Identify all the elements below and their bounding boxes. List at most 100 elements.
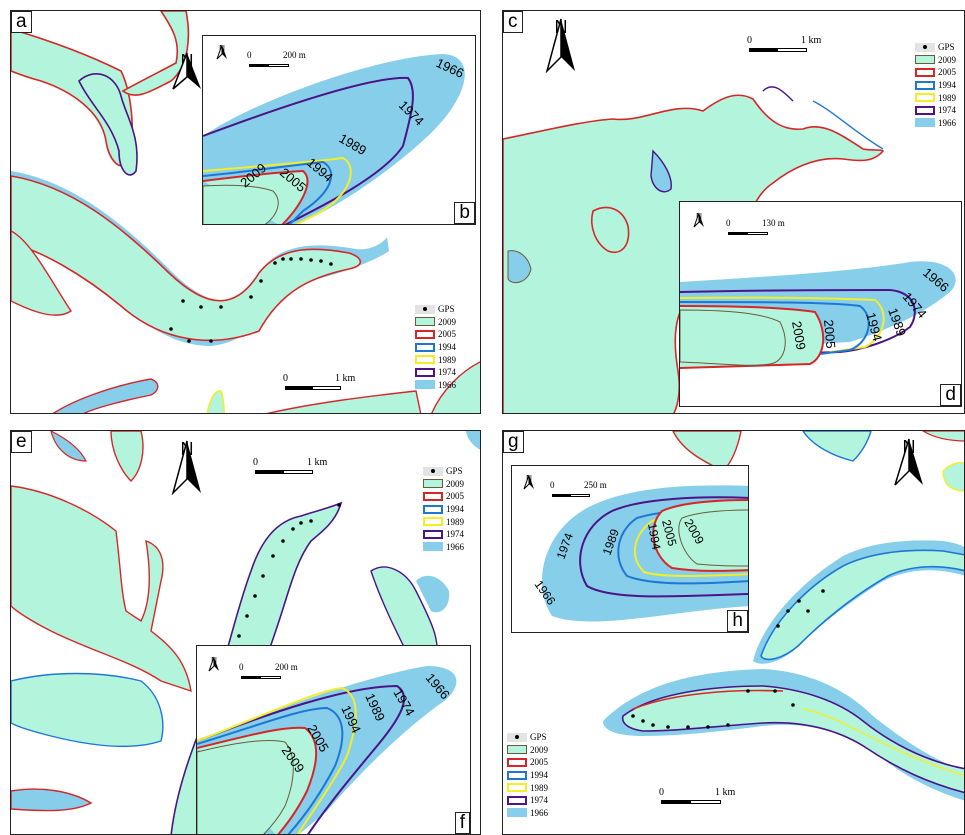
tributary-a3 [121,11,190,96]
scalebar-zero: 0 [659,787,664,798]
h-label-1994: 1994 [645,522,663,551]
north-arrow-icon [171,440,201,495]
swatch-2005 [423,491,443,501]
swatch-1974 [507,795,527,805]
panel-label-d: d [940,384,961,406]
legend-item-1989: 1989 [915,91,956,104]
glacier-1966-a [11,171,389,346]
north-arrow-icon [172,52,201,90]
fragment-e5 [466,431,480,450]
panel-label-h: h [727,610,748,632]
swatch-2005 [915,67,935,77]
scalebar-bar [661,800,721,804]
north-arrow-g: N [891,437,927,486]
swatch-1994 [915,80,935,90]
f-1994 [197,706,344,834]
swatch-1974 [915,105,935,115]
swatch-1974 [415,367,435,377]
scalebar-zero: 0 [550,480,555,490]
legend-item-gps: GPS [423,465,464,478]
legend-item-2009: 2009 [915,54,956,67]
fragment-c4 [762,86,794,102]
panel-label-g: g [503,431,524,453]
glacier-2009-a [11,175,362,342]
scalebar-end: 130 m [762,218,785,228]
f-1989 [197,686,357,834]
swatch-1994 [415,342,435,352]
legend-item-2009: 2009 [423,478,464,491]
scalebar-bar [255,470,313,474]
swatch-1989 [423,517,443,527]
legend-item-1994: 1994 [415,341,456,354]
fragment-a3 [266,390,422,413]
scalebar-end: 1 km [307,457,328,468]
legend-item-1966: 1966 [423,541,464,554]
legend-label: 2005 [530,757,548,768]
map-f: 1966 1974 1989 1994 2005 2009 [197,666,457,834]
legend-label: 1989 [530,782,548,793]
scalebar-zero: 0 [747,35,752,46]
fragment-e1 [11,788,93,812]
glacier-e-left2 [11,672,164,748]
north-arrow-icon [545,18,575,73]
swatch-2005 [507,757,527,767]
fragment-e4 [50,431,87,462]
d-label-1994: 1994 [863,311,885,343]
legend-label: 1989 [938,92,956,103]
legend-item-1974: 1974 [507,794,548,807]
legend-item-1974: 1974 [915,104,956,117]
g-lower-2009 [621,685,964,794]
inset-b: 1966 1974 1989 1994 2005 2009 N 0 200 m … [202,35,476,225]
fragment-c5 [812,100,884,150]
scalebar-b: 0 200 m [247,50,327,70]
swatch-1966 [507,808,527,818]
legend-item-2009: 2009 [507,744,548,757]
map-d: 1966 1974 1989 1994 2005 2009 [680,261,956,369]
legend-item-1989: 1989 [507,781,548,794]
panel-label-e: e [11,431,32,453]
legend-item-2005: 2005 [915,66,956,79]
swatch-1989 [507,783,527,793]
g-middle-2009 [760,549,964,661]
gps-dot-icon [915,42,935,52]
scalebar-zero: 0 [253,457,258,468]
scalebar-d: 0 130 m [726,218,806,238]
scalebar-f: 0 200 m [239,662,319,682]
legend-label: 1994 [530,770,548,781]
panel-a: a N 0 1 km GPS 2009 2005 1994 1989 1974 … [10,10,481,414]
legend-label: GPS [438,304,455,315]
glacier-e-right [370,566,438,662]
legend-e: GPS 2009 2005 1994 1989 1974 1966 [423,465,464,553]
legend-item-gps: GPS [915,41,956,54]
map-h: 1966 1974 1989 1994 2005 2009 [532,485,748,622]
glacier-e-left [11,485,192,693]
swatch-1966 [415,380,435,390]
inset-f: 1966 1974 1989 1994 2005 2009 N 0 200 m … [196,645,471,834]
legend-a: GPS 2009 2005 1994 1989 1974 1966 [415,303,456,391]
scalebar-g: 0 1 km [657,787,747,807]
scalebar-zero: 0 [239,662,244,672]
fragment-c3 [507,250,532,284]
panel-g: g N 0 1 km GPS 2009 2005 1994 1989 1974 … [502,430,965,835]
legend-label: 1966 [530,807,548,818]
legend-label: 1974 [446,529,464,540]
scalebar-bar [749,48,807,52]
legend-label: 1994 [938,80,956,91]
scalebar-c: 0 1 km [745,35,835,55]
panel-label-a: a [11,11,32,33]
g-lower-2005 [632,689,784,710]
fragment-a2 [206,390,226,413]
legend-label: 2009 [530,744,548,755]
map-g [603,431,964,801]
b-1989 [203,156,352,224]
b-1994 [203,160,333,224]
north-arrow-f: N [207,656,221,672]
fragment-e2 [416,575,450,613]
scalebar-bar [249,64,289,67]
panel-label-f: f [454,812,470,834]
north-arrow-h: N [522,474,536,490]
gps-dot-icon [415,304,435,314]
legend-label: 1966 [446,541,464,552]
legend-item-1974: 1974 [423,528,464,541]
legend-label: 2009 [938,54,956,65]
